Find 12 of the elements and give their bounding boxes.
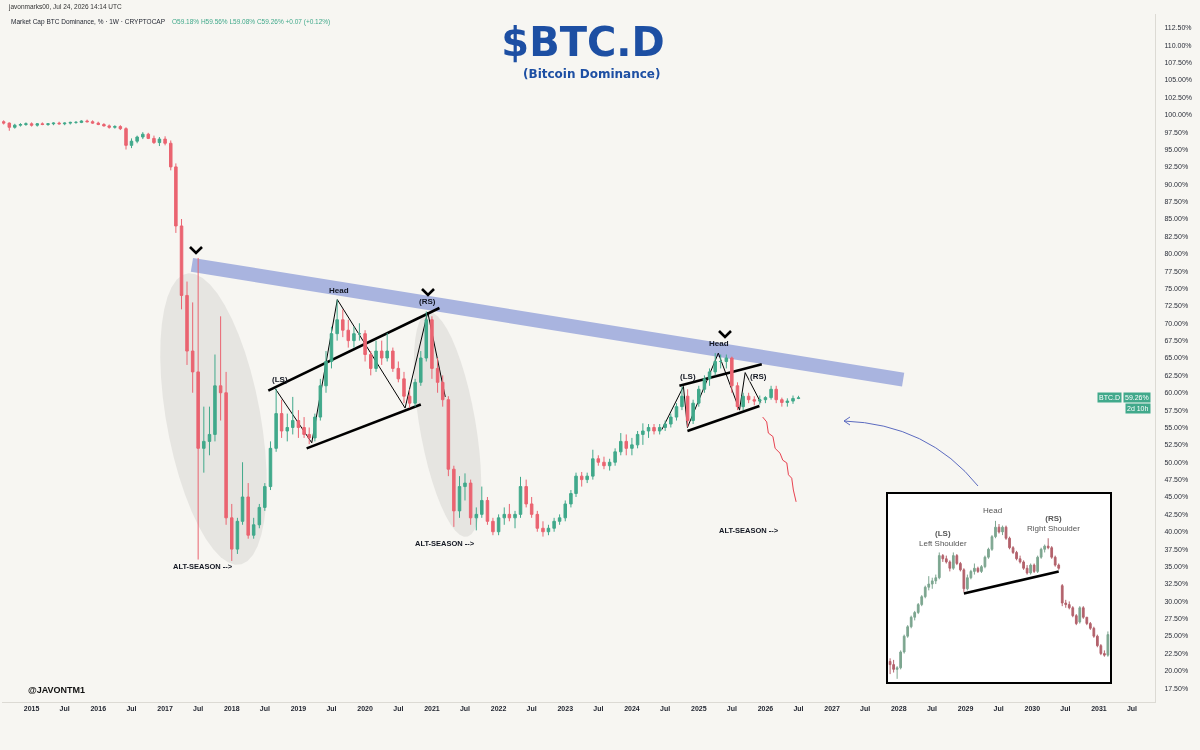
annotation: Head xyxy=(329,286,349,295)
annotation: (RS) xyxy=(419,297,436,306)
text: (Bitcoin Dominance) xyxy=(523,67,661,81)
annotation: (RS) xyxy=(750,372,767,381)
chart-title: $BTC.D xyxy=(501,19,665,65)
annotation: Head xyxy=(983,506,1003,515)
annotation: (LS) Left Shoulder xyxy=(919,529,967,549)
annotation: (LS) xyxy=(272,375,288,384)
annotation: Head xyxy=(709,339,729,348)
annotation: (LS) xyxy=(680,372,696,381)
annotation: (RS) Right Shoulder xyxy=(1027,514,1081,534)
annotation: @JAVONTM1 xyxy=(28,685,86,695)
